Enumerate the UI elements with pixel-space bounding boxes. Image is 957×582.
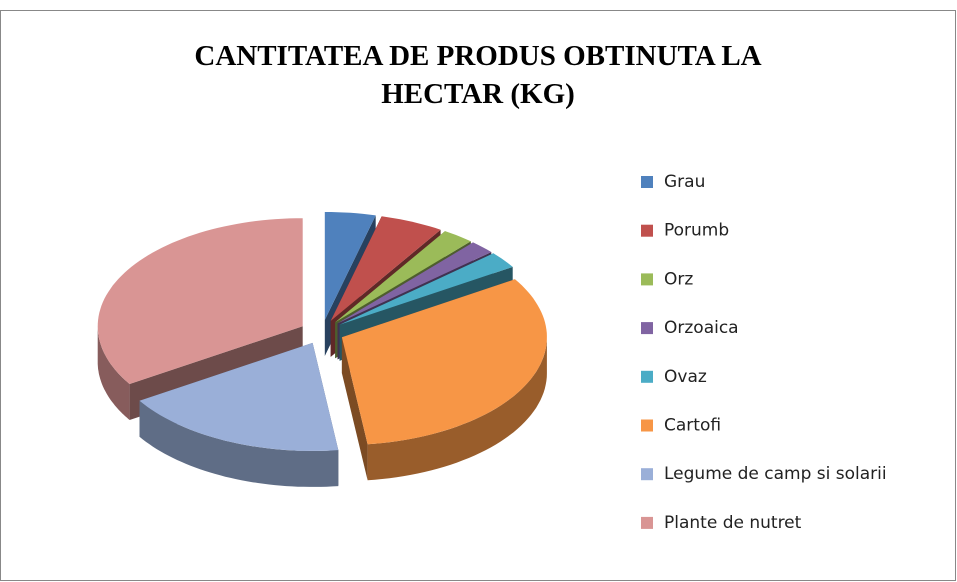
legend-swatch bbox=[641, 322, 653, 335]
slice-group bbox=[341, 279, 547, 481]
slice-side bbox=[367, 337, 547, 481]
legend-swatch bbox=[641, 516, 653, 529]
legend-swatch bbox=[641, 224, 653, 237]
slice bbox=[341, 279, 547, 445]
slice bbox=[337, 242, 492, 324]
legend-label: Legume de camp si solarii bbox=[664, 464, 887, 484]
legend-swatch bbox=[641, 468, 653, 481]
slice-group bbox=[139, 342, 339, 487]
legend-label: Orz bbox=[664, 269, 693, 289]
slice bbox=[330, 216, 441, 321]
legend-swatch bbox=[641, 370, 653, 383]
slice-side bbox=[97, 326, 130, 420]
slice bbox=[97, 218, 303, 384]
slice bbox=[324, 212, 376, 320]
legend-swatch bbox=[641, 419, 653, 432]
legend-label: Cartofi bbox=[664, 416, 721, 436]
legend-label: Porumb bbox=[664, 221, 729, 241]
slice-edge bbox=[341, 337, 368, 481]
slice bbox=[339, 253, 513, 325]
chart-title: CANTITATEA DE PRODUS OBTINUTA LA HECTAR (… bbox=[194, 40, 761, 110]
legend-swatch bbox=[641, 176, 653, 188]
legend-swatch bbox=[641, 273, 653, 286]
legend-label: Orzoaica bbox=[664, 318, 739, 338]
slice bbox=[139, 342, 339, 451]
slice bbox=[335, 231, 471, 323]
legend-label: Plante de nutret bbox=[664, 513, 802, 533]
legend-label: Grau bbox=[664, 172, 705, 192]
slice-side bbox=[139, 400, 339, 487]
legend-label: Ovaz bbox=[664, 367, 707, 387]
